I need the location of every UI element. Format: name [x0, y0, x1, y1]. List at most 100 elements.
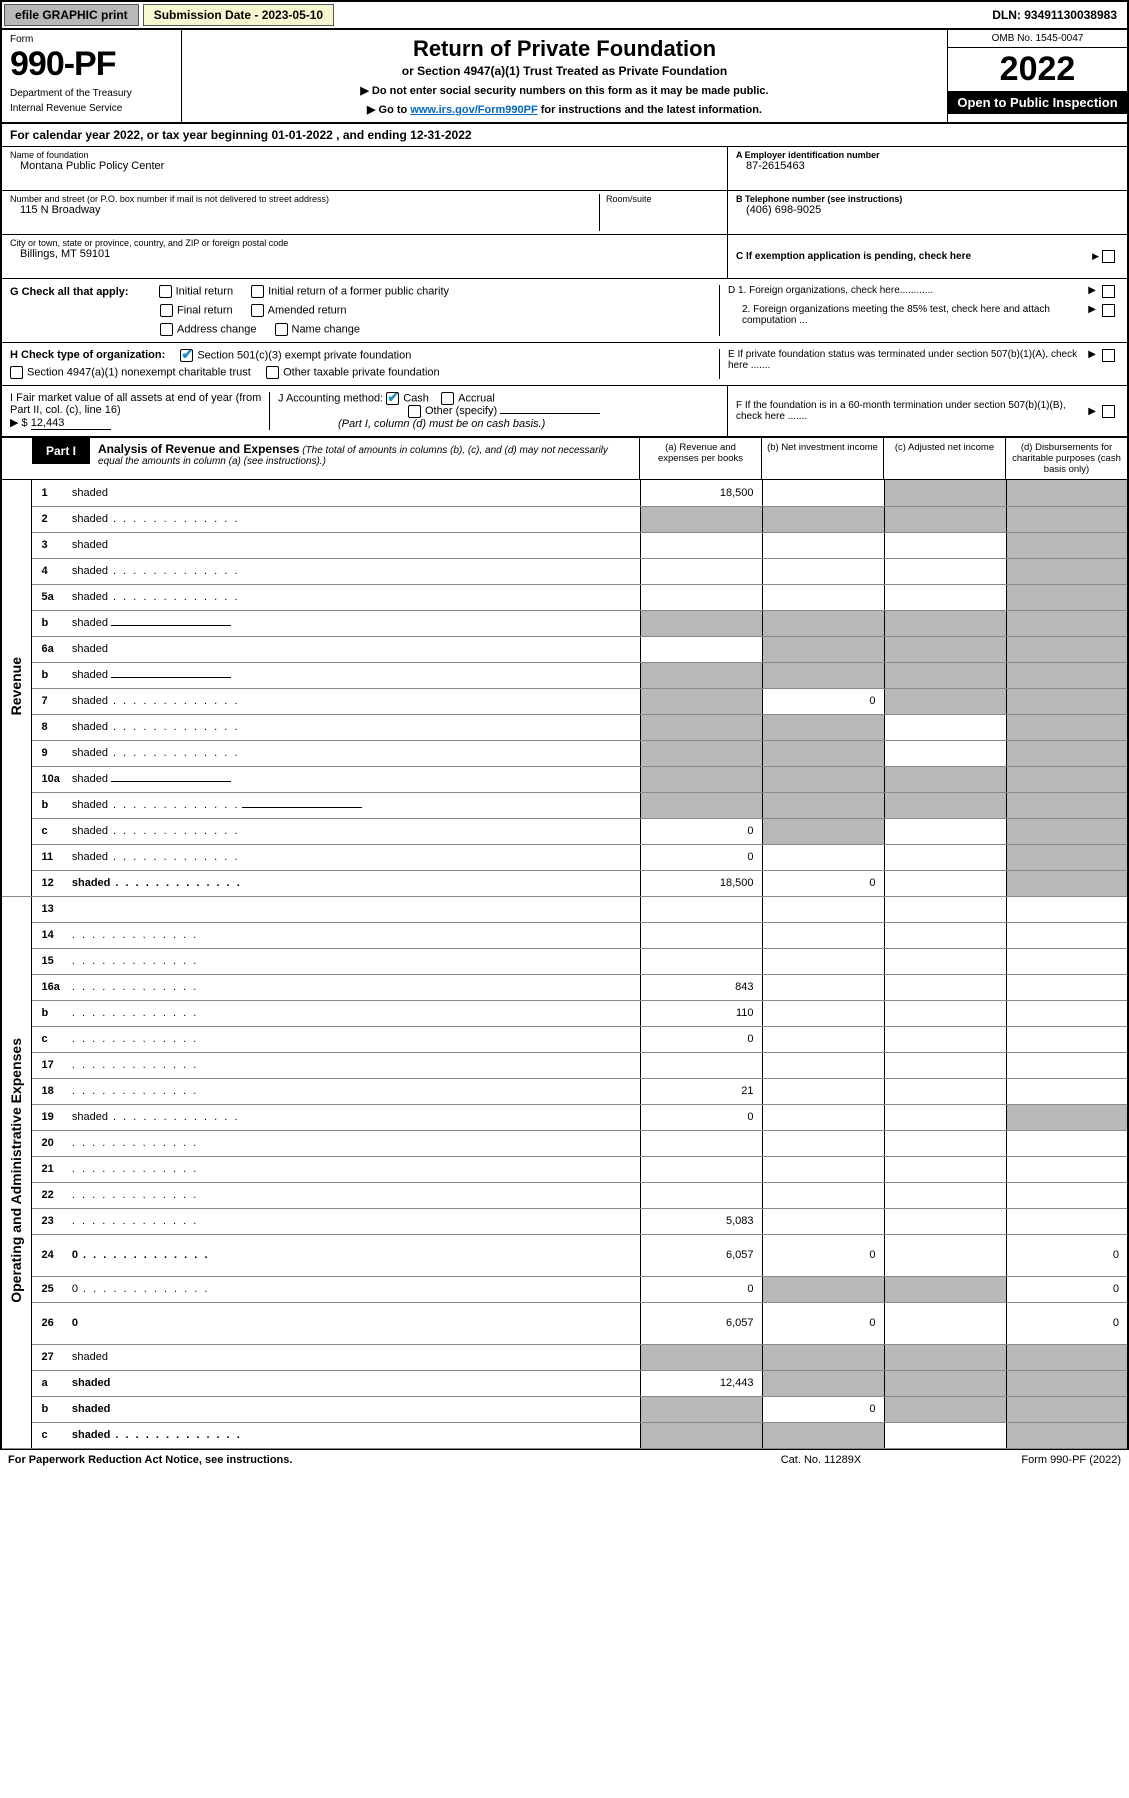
col-c-value: [884, 688, 1006, 714]
col-b-value: 0: [762, 870, 884, 896]
col-c-value: [884, 558, 1006, 584]
col-a-value: 12,443: [640, 1370, 762, 1396]
col-b-value: [762, 1104, 884, 1130]
col-d-value: [1006, 1026, 1128, 1052]
col-c-header: (c) Adjusted net income: [883, 438, 1005, 479]
501c3-checkbox[interactable]: [180, 349, 193, 362]
final-return-checkbox[interactable]: [160, 304, 173, 317]
col-c-value: [884, 714, 1006, 740]
col-a-value: [640, 584, 762, 610]
col-d-value: [1006, 1130, 1128, 1156]
col-a-value: [640, 948, 762, 974]
calendar-year-line: For calendar year 2022, or tax year begi…: [0, 124, 1129, 147]
col-b-value: 0: [762, 1302, 884, 1344]
col-a-value: 0: [640, 1104, 762, 1130]
col-d-value: 0: [1006, 1276, 1128, 1302]
line-description: [66, 948, 640, 974]
other-method-checkbox[interactable]: [408, 405, 421, 418]
other-taxable-checkbox[interactable]: [266, 366, 279, 379]
col-a-value: 21: [640, 1078, 762, 1104]
line-number: 21: [31, 1156, 66, 1182]
col-c-value: [884, 1208, 1006, 1234]
line-number: 22: [31, 1182, 66, 1208]
line-number: b: [31, 1000, 66, 1026]
analysis-table: Revenue1shaded18,5002shaded3shaded4shade…: [0, 480, 1129, 1449]
col-d-value: [1006, 766, 1128, 792]
col-d-header: (d) Disbursements for charitable purpose…: [1005, 438, 1127, 479]
exemption-pending-checkbox[interactable]: [1102, 250, 1115, 263]
line-description: [66, 1078, 640, 1104]
name-change-checkbox[interactable]: [275, 323, 288, 336]
ssn-warning: ▶ Do not enter social security numbers o…: [190, 84, 939, 97]
60month-checkbox[interactable]: [1102, 405, 1115, 418]
cash-method-checkbox[interactable]: [386, 392, 399, 405]
col-a-value: [640, 636, 762, 662]
col-d-value: [1006, 948, 1128, 974]
line-number: b: [31, 610, 66, 636]
form-title: Return of Private Foundation: [190, 36, 939, 62]
tax-year: 2022: [948, 48, 1127, 91]
line-description: shaded: [66, 1104, 640, 1130]
initial-return-checkbox[interactable]: [159, 285, 172, 298]
efile-print-button[interactable]: efile GRAPHIC print: [4, 4, 139, 26]
accrual-method-checkbox[interactable]: [441, 392, 454, 405]
i-label: I Fair market value of all assets at end…: [10, 392, 261, 416]
line-description: shaded: [66, 532, 640, 558]
address-change-checkbox[interactable]: [160, 323, 173, 336]
col-d-value: [1006, 714, 1128, 740]
col-c-value: [884, 1156, 1006, 1182]
col-c-value: [884, 1396, 1006, 1422]
col-d-value: [1006, 636, 1128, 662]
col-c-value: [884, 1370, 1006, 1396]
col-a-value: 110: [640, 1000, 762, 1026]
col-a-value: [640, 1052, 762, 1078]
line-number: 5a: [31, 584, 66, 610]
4947-checkbox[interactable]: [10, 366, 23, 379]
line-number: 4: [31, 558, 66, 584]
entity-info: Name of foundation Montana Public Policy…: [0, 147, 1129, 279]
foreign-org-checkbox[interactable]: [1102, 285, 1115, 298]
col-d-value: [1006, 1182, 1128, 1208]
col-c-value: [884, 1422, 1006, 1448]
col-b-value: [762, 1052, 884, 1078]
amended-return-checkbox[interactable]: [251, 304, 264, 317]
col-d-value: [1006, 1104, 1128, 1130]
col-b-value: [762, 974, 884, 1000]
form-number: 990-PF: [10, 45, 173, 84]
line-number: 2: [31, 506, 66, 532]
col-a-value: [640, 896, 762, 922]
col-b-value: [762, 1000, 884, 1026]
city-cell: City or town, state or province, country…: [2, 235, 727, 279]
line-number: 13: [31, 896, 66, 922]
section-ijf: I Fair market value of all assets at end…: [0, 386, 1129, 438]
line-description: [66, 1182, 640, 1208]
col-c-value: [884, 1276, 1006, 1302]
col-c-value: [884, 1078, 1006, 1104]
f-label: F If the foundation is in a 60-month ter…: [736, 400, 1088, 422]
col-d-value: [1006, 1422, 1128, 1448]
col-b-value: [762, 1344, 884, 1370]
col-d-value: [1006, 1344, 1128, 1370]
year-block: OMB No. 1545-0047 2022 Open to Public In…: [947, 30, 1127, 122]
line-number: 17: [31, 1052, 66, 1078]
cat-no: Cat. No. 11289X: [721, 1454, 921, 1466]
col-a-value: [640, 766, 762, 792]
col-d-value: [1006, 610, 1128, 636]
line-number: 26: [31, 1302, 66, 1344]
col-a-header: (a) Revenue and expenses per books: [639, 438, 761, 479]
foreign-85-checkbox[interactable]: [1102, 304, 1115, 317]
col-b-value: [762, 896, 884, 922]
col-d-value: [1006, 1370, 1128, 1396]
line-number: 19: [31, 1104, 66, 1130]
g-label: G Check all that apply:: [10, 286, 129, 298]
dln-label: DLN: 93491130038983: [982, 5, 1127, 25]
col-b-value: [762, 714, 884, 740]
e-label: E If private foundation status was termi…: [728, 349, 1088, 379]
irs-form-link[interactable]: www.irs.gov/Form990PF: [410, 104, 537, 116]
initial-former-checkbox[interactable]: [251, 285, 264, 298]
col-d-value: 0: [1006, 1302, 1128, 1344]
line-description: shaded: [66, 818, 640, 844]
status-terminated-checkbox[interactable]: [1102, 349, 1115, 362]
col-b-value: 0: [762, 688, 884, 714]
line-number: 14: [31, 922, 66, 948]
